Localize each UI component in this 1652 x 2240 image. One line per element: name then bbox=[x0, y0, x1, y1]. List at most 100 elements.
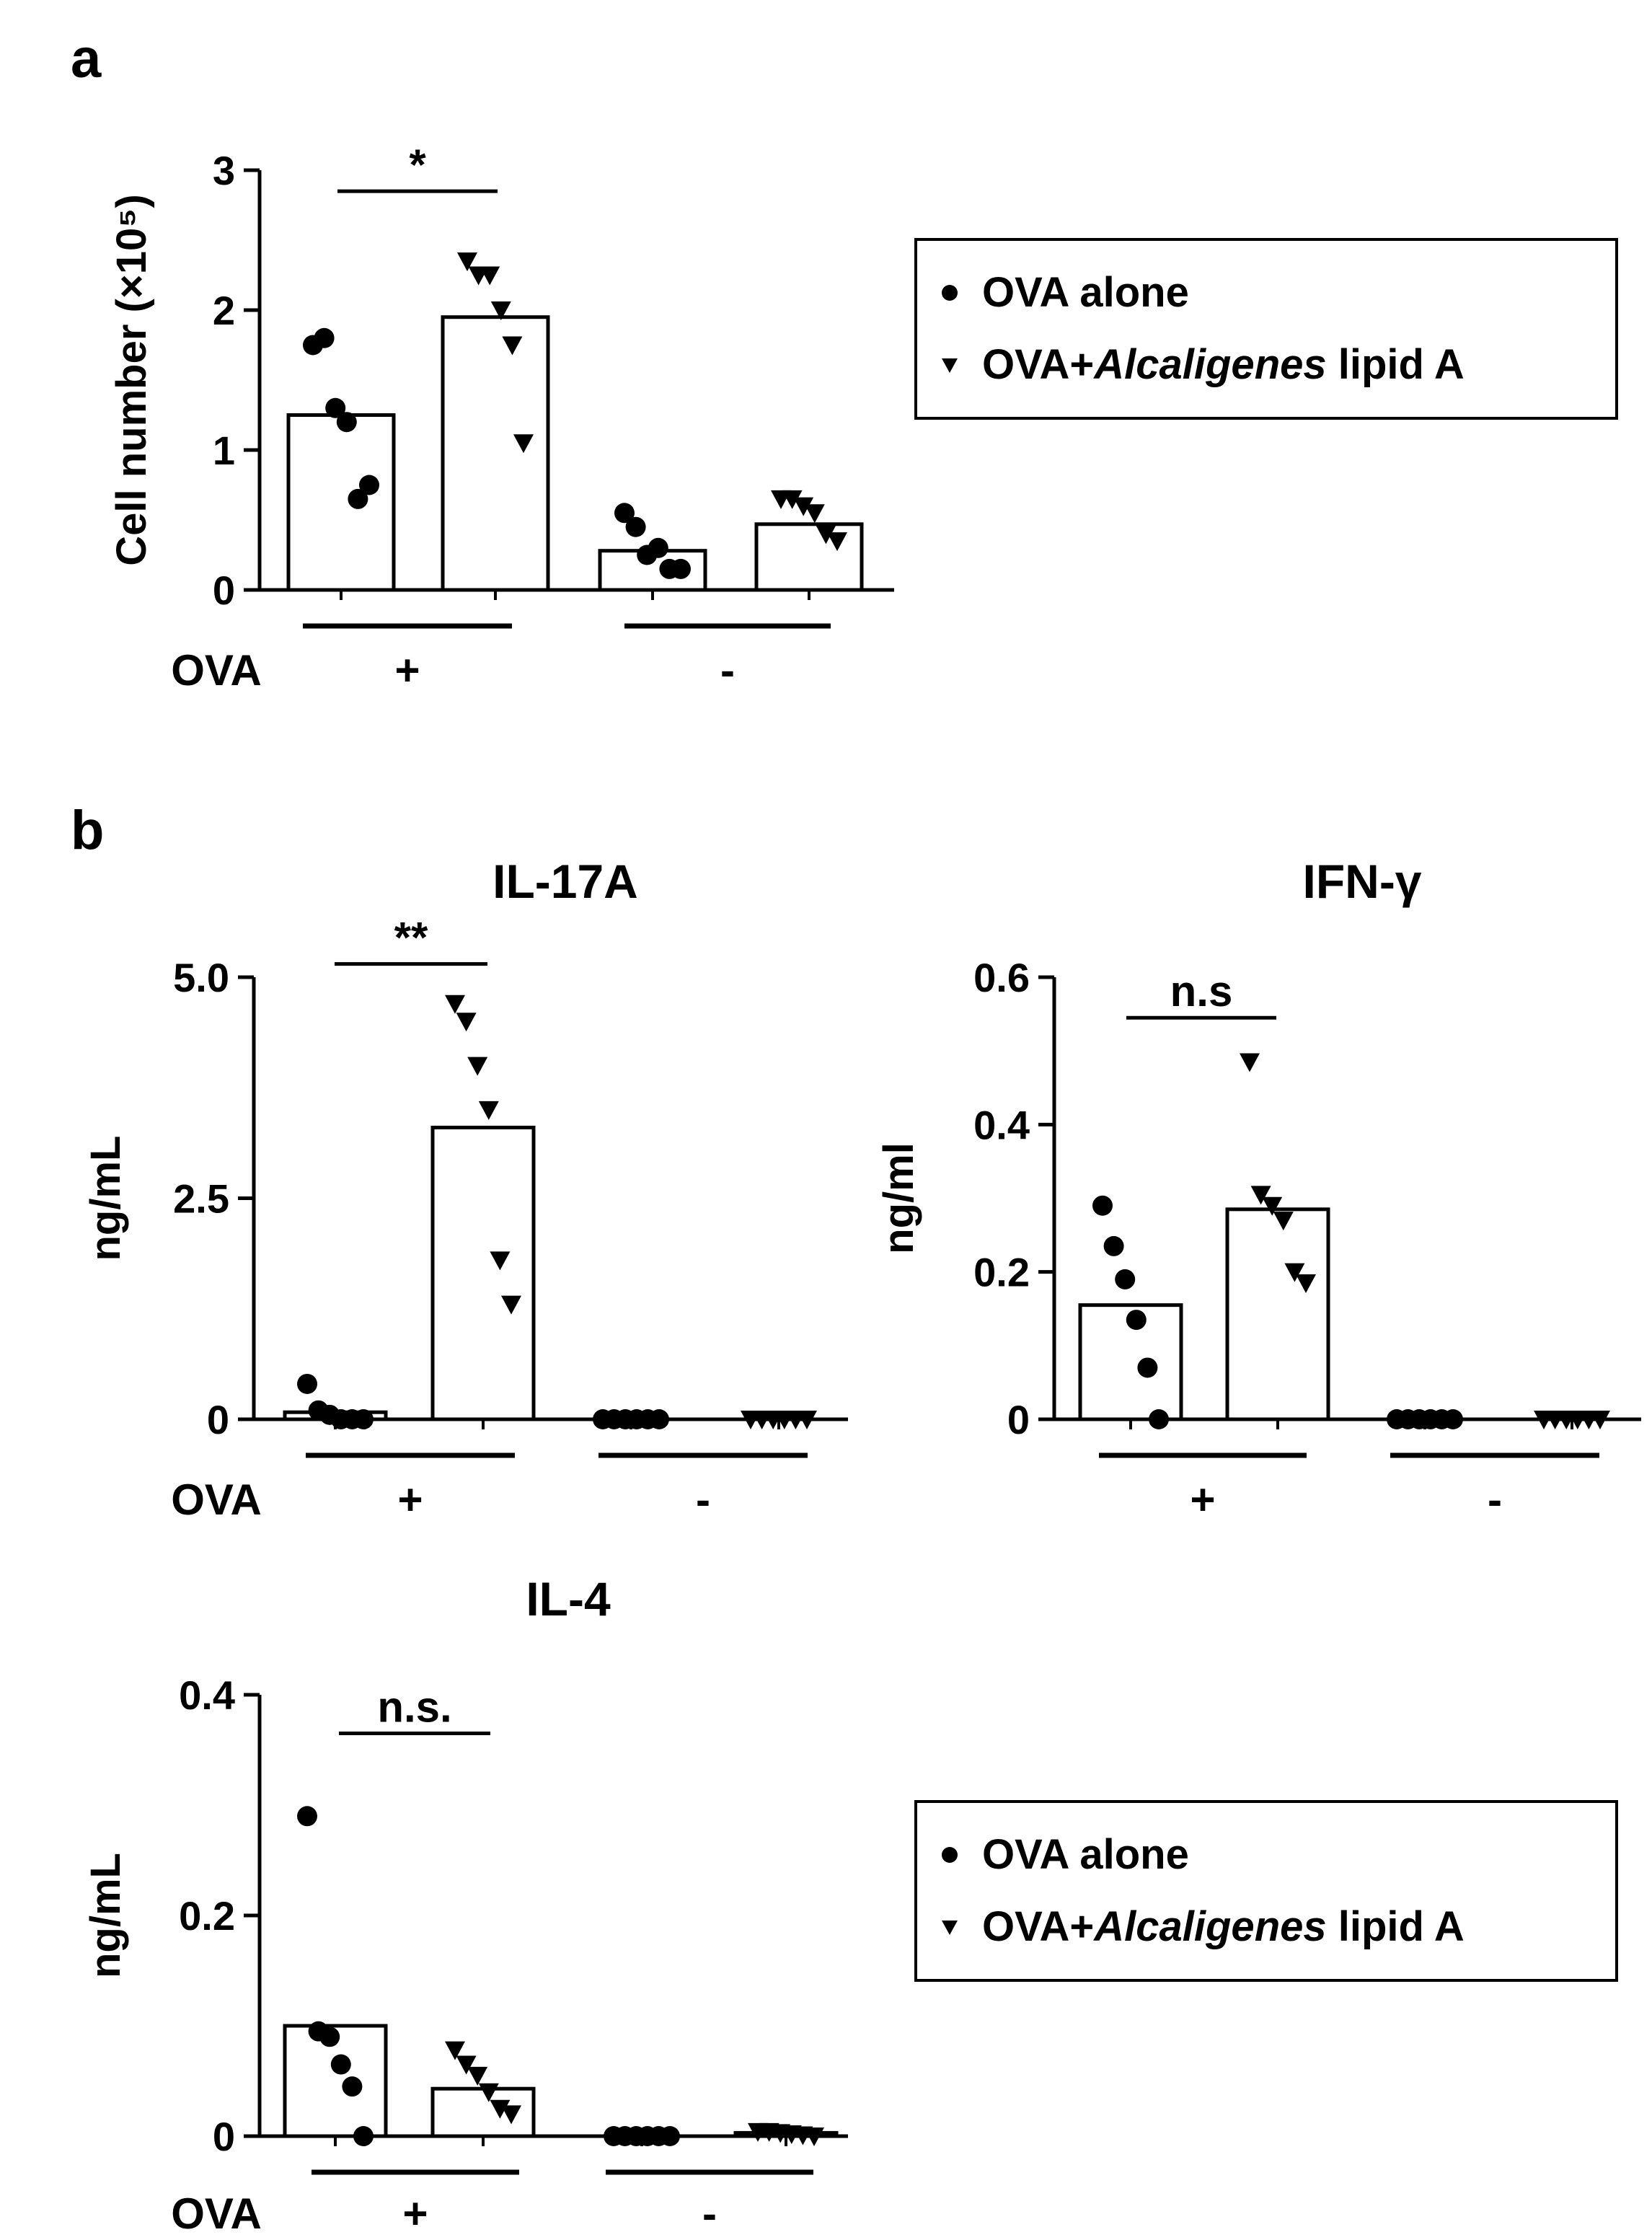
data-point-circle bbox=[319, 2027, 340, 2047]
y-tick-label: 0 bbox=[213, 2114, 235, 2159]
data-point-circle bbox=[1092, 1195, 1113, 1216]
y-tick-label: 0 bbox=[1007, 1397, 1030, 1442]
data-point-triangle bbox=[467, 1057, 488, 1076]
y-tick-label: 0.2 bbox=[973, 1250, 1030, 1295]
data-point-triangle bbox=[478, 2083, 499, 2102]
data-point-circle bbox=[1149, 1409, 1169, 1429]
group-label: - bbox=[720, 646, 735, 695]
legend-label-alcaligenes: Alcaligenes bbox=[1094, 341, 1327, 388]
group-label: - bbox=[702, 2190, 717, 2238]
data-point-triangle bbox=[513, 434, 534, 454]
row-label-ova: OVA bbox=[171, 2190, 262, 2238]
data-point-triangle bbox=[1296, 1274, 1316, 1293]
data-point-triangle bbox=[490, 2099, 511, 2119]
data-point-triangle bbox=[478, 1101, 499, 1120]
group-label: - bbox=[696, 1476, 710, 1524]
data-point-triangle bbox=[782, 490, 803, 509]
legend-label-ova-alone: OVA alone bbox=[982, 269, 1189, 316]
legend-item-ova-lipid: OVA+ Alcaligenes lipid A bbox=[917, 1902, 1465, 1951]
significance-label: ** bbox=[394, 914, 428, 962]
y-axis-label: Cell number (×10⁵) bbox=[108, 194, 155, 566]
chart-ifn-gamma: 0 0.2 0.4 0.6 ng/ml IFN-γ + - n.s bbox=[875, 855, 1641, 1524]
chart-title: IL-4 bbox=[526, 1572, 611, 1626]
data-point-triangle bbox=[457, 252, 477, 272]
legend-label-lipid-a: lipid A bbox=[1326, 341, 1465, 388]
data-point-triangle bbox=[804, 2127, 824, 2146]
data-point-circle bbox=[671, 558, 691, 579]
legend-bottom: OVA alone OVA+ Alcaligenes lipid A bbox=[914, 1800, 1618, 1982]
data-point-circle bbox=[625, 516, 646, 537]
data-point-circle bbox=[314, 327, 335, 348]
data-point-triangle bbox=[445, 2041, 465, 2060]
row-label-ova: OVA bbox=[171, 646, 262, 695]
bar bbox=[441, 315, 550, 592]
data-point-triangle bbox=[1284, 1263, 1305, 1282]
data-point-triangle bbox=[1262, 1196, 1283, 1216]
legend-label-lipid-a: lipid A bbox=[1326, 1903, 1465, 1950]
data-point-triangle bbox=[793, 497, 814, 516]
group-label: + bbox=[394, 646, 420, 695]
y-tick-label: 2 bbox=[213, 288, 235, 333]
chart-cell-number: 0 1 2 3 Cell number (×10⁵) + - OVA * bbox=[108, 141, 894, 695]
legend-item-ova-alone: OVA alone bbox=[917, 268, 1189, 317]
panel-label-b: b bbox=[71, 800, 105, 861]
data-point-circle bbox=[330, 2054, 351, 2075]
triangle-marker-icon bbox=[917, 1916, 982, 1938]
data-point-triangle bbox=[1240, 1053, 1260, 1072]
y-axis-label: ng/mL bbox=[82, 1136, 129, 1261]
legend-label-alcaligenes: Alcaligenes bbox=[1094, 1903, 1327, 1950]
data-point-circle bbox=[648, 537, 668, 558]
data-point-circle bbox=[614, 503, 635, 524]
data-point-circle bbox=[660, 2126, 680, 2146]
y-tick-label: 0.6 bbox=[973, 955, 1030, 1000]
chart-il17a: 0 2.5 5.0 ng/mL IL-17A + - OVA ** bbox=[82, 855, 848, 1524]
legend-label-ova-alone: OVA alone bbox=[982, 1831, 1189, 1878]
chart-il4: 0 0.2 0.4 ng/mL IL-4 + - OVA n.s. bbox=[82, 1572, 848, 2238]
data-point-circle bbox=[1137, 1357, 1158, 1378]
data-point-circle bbox=[297, 1806, 317, 1827]
data-point-circle bbox=[1126, 1310, 1147, 1331]
bar bbox=[1225, 1207, 1330, 1421]
data-point-triangle bbox=[456, 1013, 477, 1032]
panel-label-a: a bbox=[71, 28, 102, 89]
data-point-triangle bbox=[445, 995, 465, 1014]
data-point-triangle bbox=[502, 336, 523, 356]
data-point-triangle bbox=[501, 1295, 521, 1315]
data-point-triangle bbox=[490, 301, 511, 320]
legend-item-ova-lipid: OVA+ Alcaligenes lipid A bbox=[917, 340, 1465, 389]
data-point-circle bbox=[348, 488, 368, 509]
data-point-triangle bbox=[1273, 1212, 1294, 1231]
data-point-triangle bbox=[816, 525, 836, 544]
data-point-circle bbox=[325, 397, 346, 418]
data-point-triangle bbox=[501, 2105, 521, 2125]
significance-label: * bbox=[409, 141, 426, 189]
chart-title: IFN-γ bbox=[1303, 855, 1422, 908]
legend-label-ova-prefix: OVA+ bbox=[982, 1903, 1095, 1950]
y-tick-label: 0.2 bbox=[179, 1893, 235, 1939]
circle-marker-icon bbox=[917, 282, 982, 304]
data-point-circle bbox=[1115, 1269, 1136, 1289]
y-tick-label: 5.0 bbox=[173, 955, 229, 1000]
y-tick-label: 0 bbox=[207, 1397, 229, 1442]
group-label: - bbox=[1488, 1476, 1502, 1524]
data-point-circle bbox=[342, 2076, 363, 2097]
data-point-triangle bbox=[480, 266, 500, 286]
significance-label: n.s. bbox=[377, 1683, 451, 1732]
bar bbox=[430, 2086, 536, 2138]
bar bbox=[286, 413, 396, 592]
y-axis-label: ng/ml bbox=[875, 1142, 922, 1254]
data-point-circle bbox=[1443, 1409, 1463, 1429]
significance-label: n.s bbox=[1170, 967, 1233, 1015]
legend-label-ova-prefix: OVA+ bbox=[982, 341, 1095, 388]
circle-marker-icon bbox=[917, 1844, 982, 1866]
legend-top: OVA alone OVA+ Alcaligenes lipid A bbox=[914, 238, 1618, 420]
y-tick-label: 0.4 bbox=[973, 1102, 1030, 1147]
data-point-circle bbox=[353, 2126, 374, 2146]
y-tick-label: 3 bbox=[213, 148, 235, 193]
y-tick-label: 0 bbox=[213, 568, 235, 613]
bar bbox=[1078, 1303, 1183, 1421]
y-tick-label: 1 bbox=[213, 428, 235, 473]
data-point-circle bbox=[1103, 1235, 1124, 1256]
data-point-circle bbox=[336, 412, 357, 433]
